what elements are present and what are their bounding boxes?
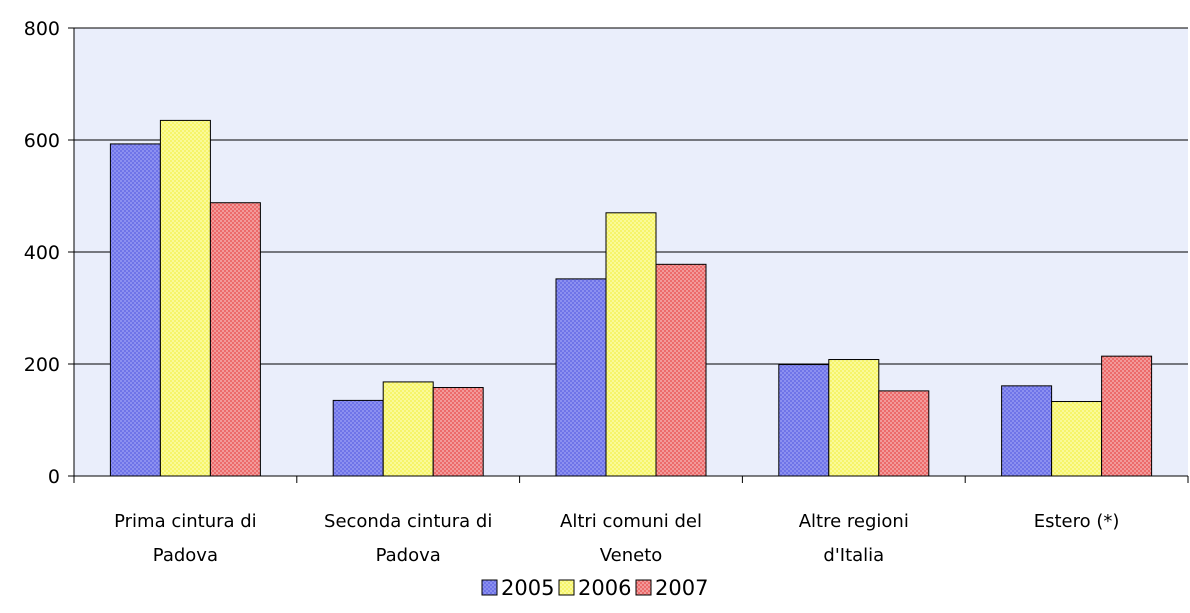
y-tick-labels: 0 200 400 600 800 <box>24 18 60 488</box>
bar-2005-2 <box>555 278 607 477</box>
legend-swatch-2005 <box>481 579 498 596</box>
y-tick-label: 200 <box>24 354 60 376</box>
legend-swatch-2007 <box>635 579 652 596</box>
bar-2007-1 <box>432 387 484 477</box>
bar-2006-1 <box>382 381 434 477</box>
bar-2007-2 <box>655 263 707 477</box>
bar-2005-3 <box>778 364 830 477</box>
bar-2005-1 <box>332 399 384 477</box>
x-category-label: Estero (*) <box>1034 511 1120 532</box>
bar-2005-0 <box>109 143 161 477</box>
bars <box>109 119 1153 477</box>
x-category-label: Seconda cintura di Padova <box>324 511 492 566</box>
legend: 2005 2006 2007 <box>481 576 708 600</box>
y-tick-label: 800 <box>24 18 60 40</box>
y-tick-label: 600 <box>24 130 60 152</box>
x-category-label: Altre regioni d'Italia <box>799 511 909 566</box>
bar-2005-4 <box>1001 385 1053 477</box>
bar-2006-0 <box>159 119 211 477</box>
x-category-label: Prima cintura di Padova <box>114 511 257 566</box>
bar-2006-4 <box>1051 401 1103 477</box>
x-category-label: Altri comuni del Veneto <box>560 511 702 566</box>
axes <box>68 27 1189 483</box>
bar-2006-3 <box>828 359 880 477</box>
bar-2007-4 <box>1101 355 1153 477</box>
bar-2006-2 <box>605 212 657 477</box>
bar-2007-3 <box>878 390 930 477</box>
legend-swatch-2006 <box>558 579 575 596</box>
bar-2007-0 <box>209 202 261 477</box>
legend-label-2007: 2007 <box>655 576 708 600</box>
legend-label-2006: 2006 <box>578 576 631 600</box>
x-category-labels: Prima cintura di Padova Seconda cintura di… <box>114 511 1119 566</box>
legend-label-2005: 2005 <box>501 576 554 600</box>
y-tick-label: 400 <box>24 242 60 264</box>
y-tick-label: 0 <box>48 466 60 488</box>
